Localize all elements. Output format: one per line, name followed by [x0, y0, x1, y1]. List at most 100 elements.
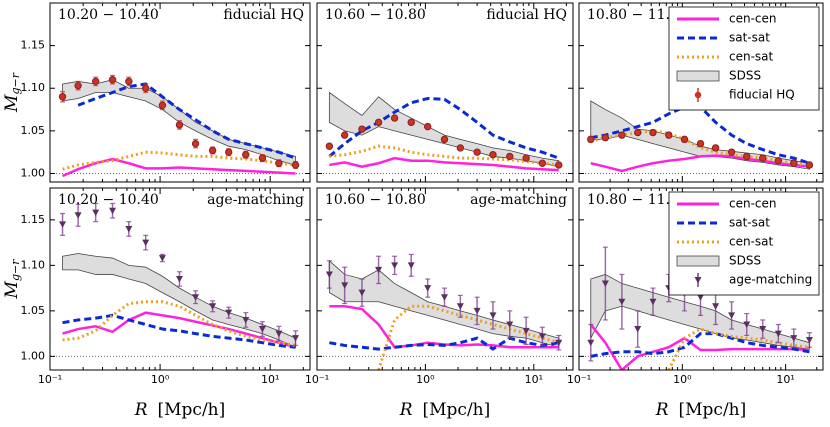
- marker: [91, 77, 100, 86]
- x-tick-label: 10⁻¹: [305, 373, 329, 386]
- marker: [665, 131, 673, 139]
- marker: [225, 148, 233, 156]
- line-cen-cen: [62, 311, 296, 349]
- marker: [601, 280, 609, 288]
- marker: [634, 128, 642, 137]
- marker: [208, 146, 217, 155]
- plot: [317, 91, 573, 174]
- line-cen-cen: [329, 156, 559, 172]
- marker: [391, 262, 399, 269]
- line-cen-cen: [590, 154, 810, 173]
- y-tick-label: 1.00: [21, 166, 46, 179]
- marker: [697, 294, 705, 301]
- marker: [696, 139, 705, 148]
- marker: [555, 161, 563, 169]
- line-cen-sat: [62, 150, 296, 171]
- marker: [727, 148, 736, 156]
- line-sat-sat: [590, 332, 810, 358]
- marker: [805, 161, 814, 169]
- x-tick-label: 10¹: [525, 373, 543, 386]
- x-label-main: R: [655, 400, 669, 420]
- marker: [242, 151, 250, 159]
- marker: [258, 154, 267, 162]
- line-sat-sat: [328, 96, 560, 160]
- y-tick-label: 1.10: [21, 258, 46, 271]
- marker: [473, 307, 481, 315]
- marker: [424, 285, 432, 292]
- marker: [209, 303, 217, 310]
- y-tick-label: 1.00: [21, 349, 46, 362]
- legend-label: age-matching: [729, 273, 812, 287]
- line-cen-sat: [377, 304, 560, 370]
- y-tick-label: 1.05: [21, 124, 46, 137]
- marker: [489, 312, 497, 319]
- marker: [634, 326, 642, 333]
- marker: [175, 276, 183, 283]
- x-tick-label: 10⁻¹: [567, 373, 591, 386]
- marker: [192, 294, 200, 301]
- marker: [759, 326, 767, 333]
- marker: [175, 121, 184, 129]
- x-tick-label: 10⁻¹: [38, 373, 62, 386]
- marker: [358, 289, 366, 297]
- legend-label: SDSS: [729, 254, 761, 268]
- y-label-main: M: [2, 280, 22, 299]
- marker: [618, 131, 626, 139]
- marker: [375, 266, 383, 274]
- marker: [92, 209, 100, 217]
- marker: [587, 135, 595, 144]
- frame: [578, 2, 824, 183]
- marker: [456, 144, 465, 152]
- marker: [774, 330, 782, 338]
- x-label-unit: [Mpc/h]: [679, 400, 747, 420]
- marker: [191, 139, 200, 148]
- x-tick-label: 10¹: [776, 373, 794, 386]
- marker: [506, 321, 514, 328]
- y-tick-label: 1.15: [21, 213, 46, 226]
- marker: [538, 333, 546, 340]
- marker: [774, 156, 783, 165]
- x-tick-label: 10¹: [261, 373, 279, 386]
- sdss-band: [62, 253, 296, 348]
- marker: [538, 159, 547, 167]
- y-tick-label: 1.15: [21, 39, 46, 52]
- marker: [340, 131, 349, 139]
- marker: [158, 101, 167, 109]
- marker: [141, 84, 150, 92]
- marker: [74, 81, 82, 90]
- y-axis-label: Mg−r: [2, 72, 23, 113]
- marker: [325, 142, 334, 150]
- frame: [578, 187, 824, 371]
- marker: [258, 326, 266, 333]
- x-tick-label: 10⁰: [151, 373, 170, 386]
- line-sat-sat: [62, 313, 296, 349]
- line-cen-sat: [667, 327, 810, 370]
- x-tick-label: 10⁰: [416, 373, 435, 386]
- marker: [225, 309, 233, 317]
- legend-label: cen-sat: [729, 235, 774, 249]
- line-cen-cen: [589, 323, 810, 370]
- panel-label: 10.60 − 10.80: [325, 7, 426, 23]
- marker: [601, 133, 610, 142]
- marker: [618, 298, 626, 306]
- x-label-unit: [Mpc/h]: [158, 400, 226, 420]
- panel-label: age-matching: [470, 192, 567, 208]
- marker: [358, 125, 366, 133]
- marker: [291, 161, 300, 169]
- marker: [522, 154, 530, 162]
- marker: [374, 118, 383, 127]
- plot: [317, 253, 573, 370]
- panel-label: 10.80 − 11.00: [587, 192, 688, 208]
- marker: [790, 335, 798, 342]
- marker: [407, 118, 415, 127]
- panel-label: fiducial HQ: [486, 7, 567, 23]
- x-label-main: R: [399, 400, 413, 420]
- marker: [59, 221, 67, 228]
- legend-label: cen-sat: [729, 50, 774, 64]
- marker: [522, 327, 530, 335]
- legend-swatch: [694, 277, 702, 284]
- marker: [728, 312, 736, 319]
- panel-label: 10.60 − 10.80: [325, 192, 426, 208]
- legend-label: cen-cen: [729, 197, 777, 211]
- marker: [456, 303, 464, 310]
